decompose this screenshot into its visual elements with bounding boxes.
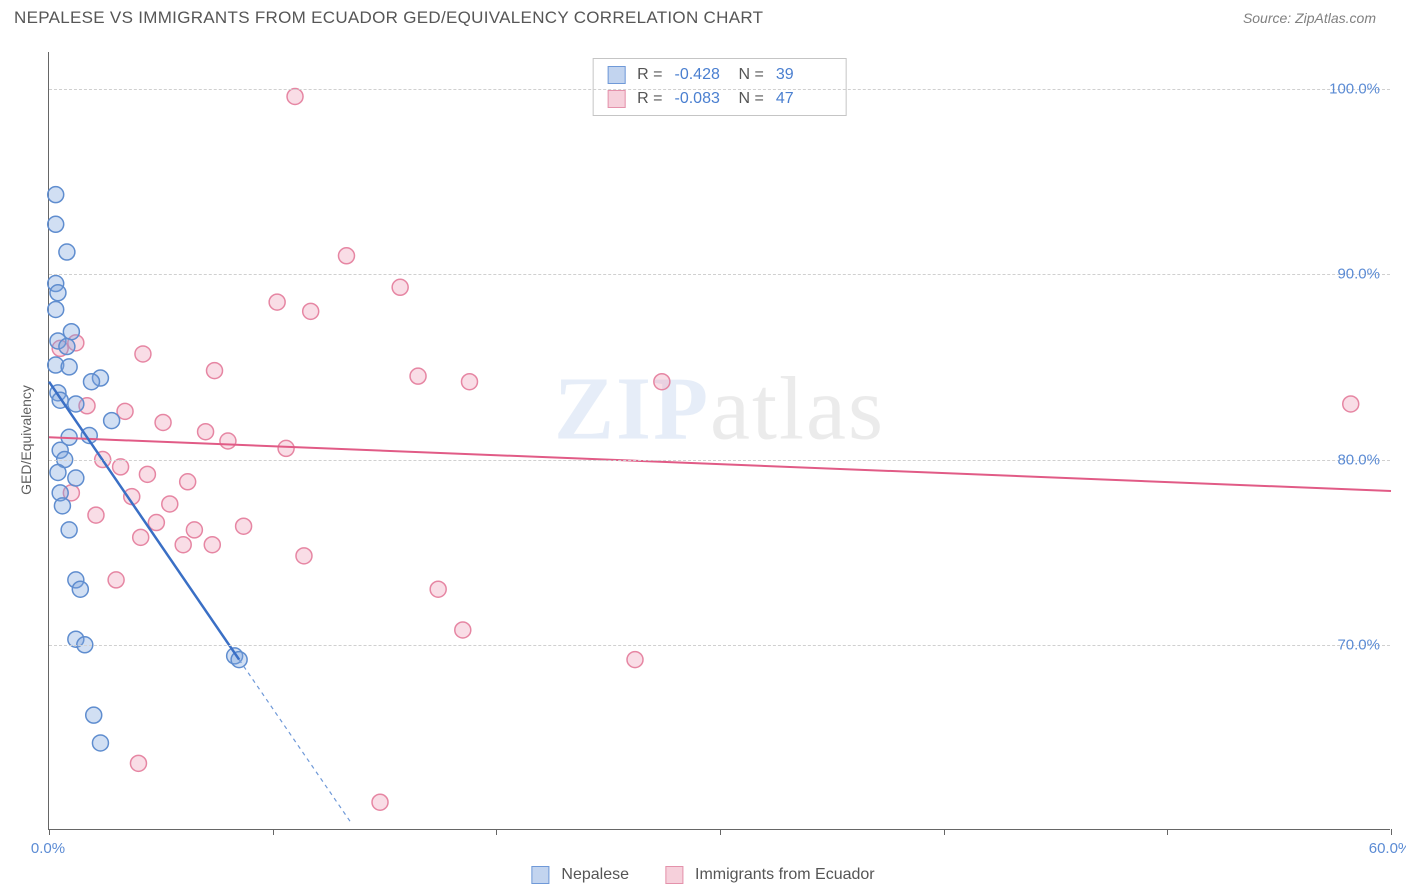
data-point bbox=[48, 187, 64, 203]
data-point bbox=[204, 537, 220, 553]
legend-label-ecuador: Immigrants from Ecuador bbox=[695, 866, 875, 884]
data-point bbox=[59, 339, 75, 355]
y-tick-label: 70.0% bbox=[1337, 636, 1380, 653]
series-legend: Nepalese Immigrants from Ecuador bbox=[531, 866, 874, 884]
x-tick-label: 60.0% bbox=[1369, 840, 1406, 857]
n-label: N = bbox=[739, 63, 764, 87]
legend-label-nepalese: Nepalese bbox=[561, 866, 629, 884]
data-point bbox=[296, 548, 312, 564]
chart-plot-area: ZIPatlas R = -0.428 N = 39 R = -0.083 N … bbox=[48, 52, 1390, 830]
data-point bbox=[207, 363, 223, 379]
x-tick bbox=[720, 829, 721, 835]
y-axis-label: GED/Equivalency bbox=[18, 385, 34, 495]
data-point bbox=[455, 622, 471, 638]
gridline bbox=[49, 89, 1390, 90]
data-point bbox=[113, 459, 129, 475]
data-point bbox=[68, 396, 84, 412]
data-point bbox=[130, 755, 146, 771]
data-point bbox=[88, 507, 104, 523]
chart-title: NEPALESE VS IMMIGRANTS FROM ECUADOR GED/… bbox=[14, 8, 763, 28]
x-tick bbox=[496, 829, 497, 835]
data-point bbox=[48, 301, 64, 317]
data-point bbox=[627, 652, 643, 668]
data-point bbox=[135, 346, 151, 362]
data-point bbox=[269, 294, 285, 310]
swatch-blue-icon bbox=[531, 866, 549, 884]
data-point bbox=[133, 529, 149, 545]
data-point bbox=[61, 359, 77, 375]
x-tick bbox=[944, 829, 945, 835]
gridline bbox=[49, 645, 1390, 646]
trendline-nepalese bbox=[49, 382, 239, 660]
swatch-pink-icon bbox=[607, 90, 625, 108]
data-point bbox=[372, 794, 388, 810]
n-label: N = bbox=[739, 87, 764, 111]
trendline-nepalese-extension bbox=[239, 660, 351, 823]
data-point bbox=[68, 470, 84, 486]
r-value-ecuador: -0.083 bbox=[675, 87, 731, 111]
x-tick bbox=[49, 829, 50, 835]
data-point bbox=[50, 285, 66, 301]
data-point bbox=[155, 414, 171, 430]
data-point bbox=[48, 216, 64, 232]
data-point bbox=[86, 707, 102, 723]
data-point bbox=[54, 498, 70, 514]
r-value-nepalese: -0.428 bbox=[675, 63, 731, 87]
y-tick-label: 90.0% bbox=[1337, 266, 1380, 283]
data-point bbox=[430, 581, 446, 597]
data-point bbox=[278, 440, 294, 456]
legend-item-ecuador: Immigrants from Ecuador bbox=[665, 866, 875, 884]
data-point bbox=[50, 464, 66, 480]
data-point bbox=[410, 368, 426, 384]
x-tick bbox=[273, 829, 274, 835]
r-label: R = bbox=[637, 87, 662, 111]
data-point bbox=[461, 374, 477, 390]
data-point bbox=[654, 374, 670, 390]
y-tick-label: 80.0% bbox=[1337, 451, 1380, 468]
data-point bbox=[220, 433, 236, 449]
legend-item-nepalese: Nepalese bbox=[531, 866, 629, 884]
data-point bbox=[162, 496, 178, 512]
y-tick-label: 100.0% bbox=[1329, 81, 1380, 98]
data-point bbox=[287, 88, 303, 104]
data-point bbox=[1343, 396, 1359, 412]
x-tick-label: 0.0% bbox=[31, 840, 65, 857]
data-point bbox=[175, 537, 191, 553]
data-point bbox=[139, 466, 155, 482]
data-point bbox=[104, 413, 120, 429]
data-point bbox=[72, 581, 88, 597]
stats-row-ecuador: R = -0.083 N = 47 bbox=[607, 87, 832, 111]
data-point bbox=[392, 279, 408, 295]
data-point bbox=[92, 735, 108, 751]
stats-row-nepalese: R = -0.428 N = 39 bbox=[607, 63, 832, 87]
trendline-ecuador bbox=[49, 437, 1391, 491]
swatch-pink-icon bbox=[665, 866, 683, 884]
data-point bbox=[108, 572, 124, 588]
data-point bbox=[180, 474, 196, 490]
x-tick bbox=[1391, 829, 1392, 835]
data-point bbox=[338, 248, 354, 264]
data-point bbox=[83, 374, 99, 390]
x-tick bbox=[1167, 829, 1168, 835]
source-label: Source: ZipAtlas.com bbox=[1243, 10, 1376, 26]
data-point bbox=[303, 303, 319, 319]
data-point bbox=[186, 522, 202, 538]
gridline bbox=[49, 460, 1390, 461]
scatter-svg bbox=[49, 52, 1390, 829]
n-value-nepalese: 39 bbox=[776, 63, 832, 87]
gridline bbox=[49, 274, 1390, 275]
data-point bbox=[59, 244, 75, 260]
data-point bbox=[198, 424, 214, 440]
data-point bbox=[61, 522, 77, 538]
n-value-ecuador: 47 bbox=[776, 87, 832, 111]
data-point bbox=[236, 518, 252, 534]
r-label: R = bbox=[637, 63, 662, 87]
swatch-blue-icon bbox=[607, 66, 625, 84]
stats-legend: R = -0.428 N = 39 R = -0.083 N = 47 bbox=[592, 58, 847, 116]
data-point bbox=[148, 515, 164, 531]
